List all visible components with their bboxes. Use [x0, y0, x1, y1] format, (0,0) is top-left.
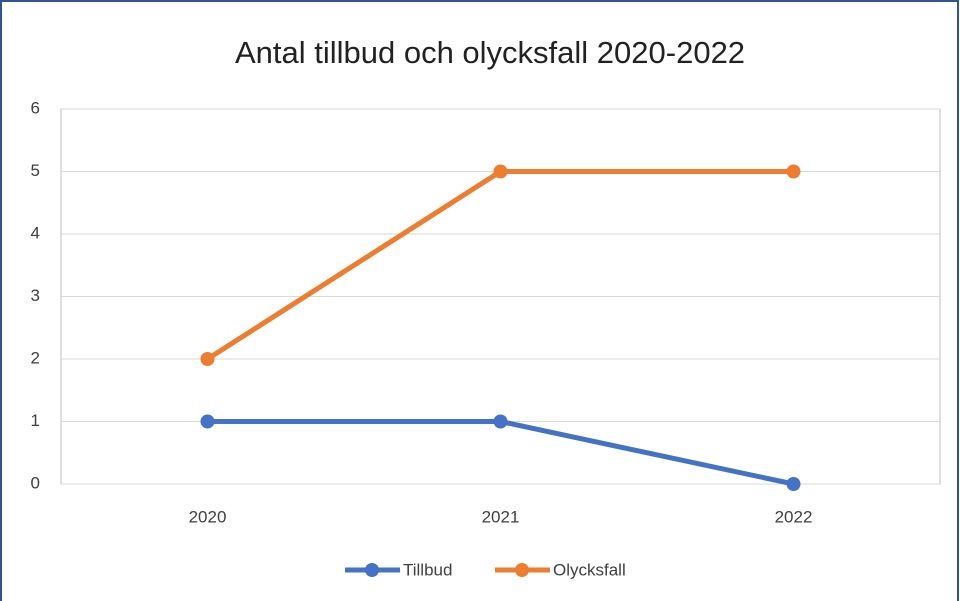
data-point	[493, 414, 508, 429]
y-tick-label: 0	[31, 473, 40, 492]
y-tick-label: 3	[31, 286, 40, 305]
legend-marker	[365, 563, 379, 577]
y-tick-label: 4	[31, 223, 40, 242]
x-tick-label: 2022	[775, 507, 813, 526]
legend-marker	[515, 563, 529, 577]
data-point	[786, 477, 801, 491]
legend-label: Olycksfall	[553, 560, 626, 579]
x-tick-label: 2021	[482, 507, 520, 526]
chart-title: Antal tillbud och olycksfall 2020-2022	[235, 35, 745, 70]
y-tick-label: 1	[31, 411, 40, 430]
y-tick-label: 2	[31, 348, 40, 367]
data-point	[200, 352, 215, 366]
data-point	[493, 164, 508, 179]
y-tick-label: 5	[31, 161, 40, 180]
data-point	[200, 414, 215, 429]
x-tick-label: 2020	[189, 507, 227, 526]
data-point	[786, 164, 801, 179]
legend-label: Tillbud	[403, 560, 452, 579]
y-tick-label: 6	[31, 98, 40, 117]
